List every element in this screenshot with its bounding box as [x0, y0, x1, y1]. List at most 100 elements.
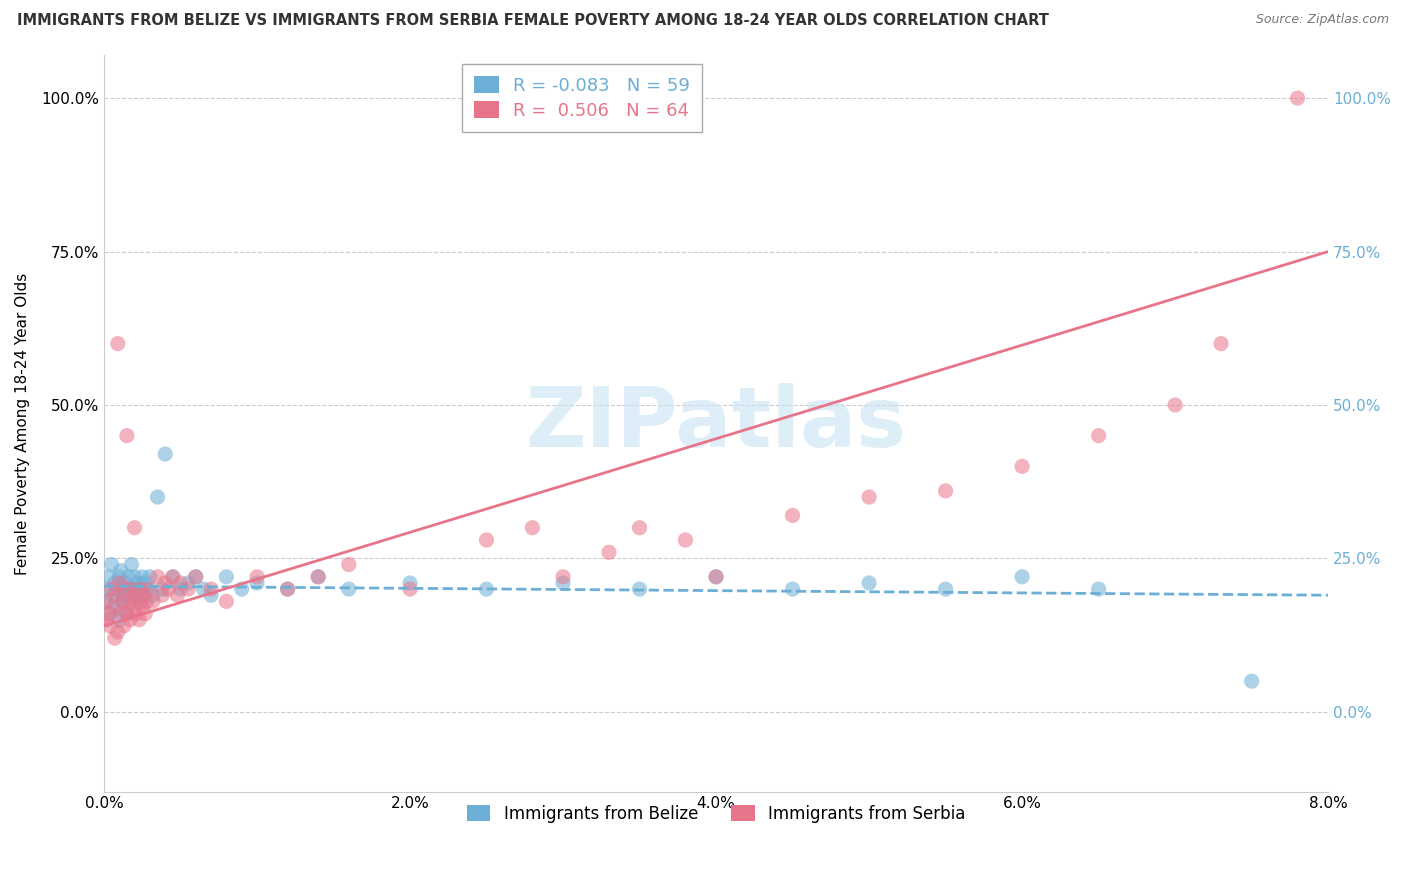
Point: [150, 582, 173, 596]
Point: [104, 576, 127, 591]
Point: [277, 582, 299, 596]
Point: [215, 594, 238, 608]
Point: [132, 588, 155, 602]
Point: [858, 490, 880, 504]
Point: [105, 582, 128, 596]
Point: [134, 576, 156, 591]
Point: [246, 576, 269, 591]
Point: [139, 570, 162, 584]
Point: [935, 582, 957, 596]
Point: [101, 600, 124, 615]
Point: [169, 582, 191, 596]
Point: [1087, 428, 1109, 442]
Point: [146, 570, 169, 584]
Point: [122, 582, 145, 596]
Point: [128, 582, 150, 596]
Point: [675, 533, 697, 547]
Point: [131, 570, 153, 584]
Point: [135, 594, 157, 608]
Point: [184, 570, 207, 584]
Point: [132, 588, 155, 602]
Point: [166, 588, 188, 602]
Point: [121, 582, 143, 596]
Point: [142, 588, 165, 602]
Point: [97, 570, 120, 584]
Point: [1011, 570, 1033, 584]
Point: [96, 594, 118, 608]
Text: ZIPatlas: ZIPatlas: [526, 383, 907, 464]
Point: [110, 607, 132, 621]
Point: [122, 600, 145, 615]
Point: [114, 588, 136, 602]
Point: [551, 576, 574, 591]
Point: [131, 600, 153, 615]
Point: [129, 582, 152, 596]
Point: [96, 613, 118, 627]
Point: [858, 576, 880, 591]
Point: [169, 576, 191, 591]
Point: [104, 631, 127, 645]
Point: [177, 582, 200, 596]
Point: [551, 570, 574, 584]
Point: [108, 613, 131, 627]
Point: [475, 582, 498, 596]
Point: [118, 613, 141, 627]
Point: [628, 582, 651, 596]
Point: [215, 570, 238, 584]
Point: [135, 582, 157, 596]
Point: [1286, 91, 1309, 105]
Point: [114, 582, 136, 596]
Point: [134, 607, 156, 621]
Y-axis label: Female Poverty Among 18-24 Year Olds: Female Poverty Among 18-24 Year Olds: [15, 272, 30, 574]
Point: [112, 619, 135, 633]
Point: [153, 447, 176, 461]
Point: [111, 594, 134, 608]
Point: [337, 558, 360, 572]
Point: [117, 594, 139, 608]
Point: [399, 582, 422, 596]
Point: [146, 490, 169, 504]
Point: [277, 582, 299, 596]
Point: [139, 582, 162, 596]
Point: [193, 582, 215, 596]
Point: [1209, 336, 1232, 351]
Point: [115, 607, 138, 621]
Point: [125, 588, 148, 602]
Point: [157, 582, 180, 596]
Point: [98, 619, 121, 633]
Point: [522, 521, 544, 535]
Point: [150, 588, 173, 602]
Point: [124, 521, 146, 535]
Point: [115, 428, 138, 442]
Point: [111, 594, 134, 608]
Point: [162, 570, 184, 584]
Point: [125, 607, 148, 621]
Text: IMMIGRANTS FROM BELIZE VS IMMIGRANTS FROM SERBIA FEMALE POVERTY AMONG 18-24 YEAR: IMMIGRANTS FROM BELIZE VS IMMIGRANTS FRO…: [17, 13, 1049, 29]
Point: [177, 576, 200, 591]
Point: [111, 582, 134, 596]
Point: [704, 570, 727, 584]
Point: [108, 576, 131, 591]
Point: [105, 588, 128, 602]
Point: [124, 570, 146, 584]
Point: [107, 336, 129, 351]
Point: [128, 613, 150, 627]
Point: [628, 521, 651, 535]
Point: [307, 570, 329, 584]
Point: [399, 576, 422, 591]
Text: Source: ZipAtlas.com: Source: ZipAtlas.com: [1256, 13, 1389, 27]
Point: [782, 508, 804, 523]
Point: [246, 570, 269, 584]
Point: [94, 582, 117, 596]
Point: [935, 483, 957, 498]
Point: [337, 582, 360, 596]
Point: [1087, 582, 1109, 596]
Point: [115, 607, 138, 621]
Point: [475, 533, 498, 547]
Point: [231, 582, 253, 596]
Point: [782, 582, 804, 596]
Point: [127, 594, 149, 608]
Point: [129, 594, 152, 608]
Point: [97, 607, 120, 621]
Point: [1240, 674, 1263, 689]
